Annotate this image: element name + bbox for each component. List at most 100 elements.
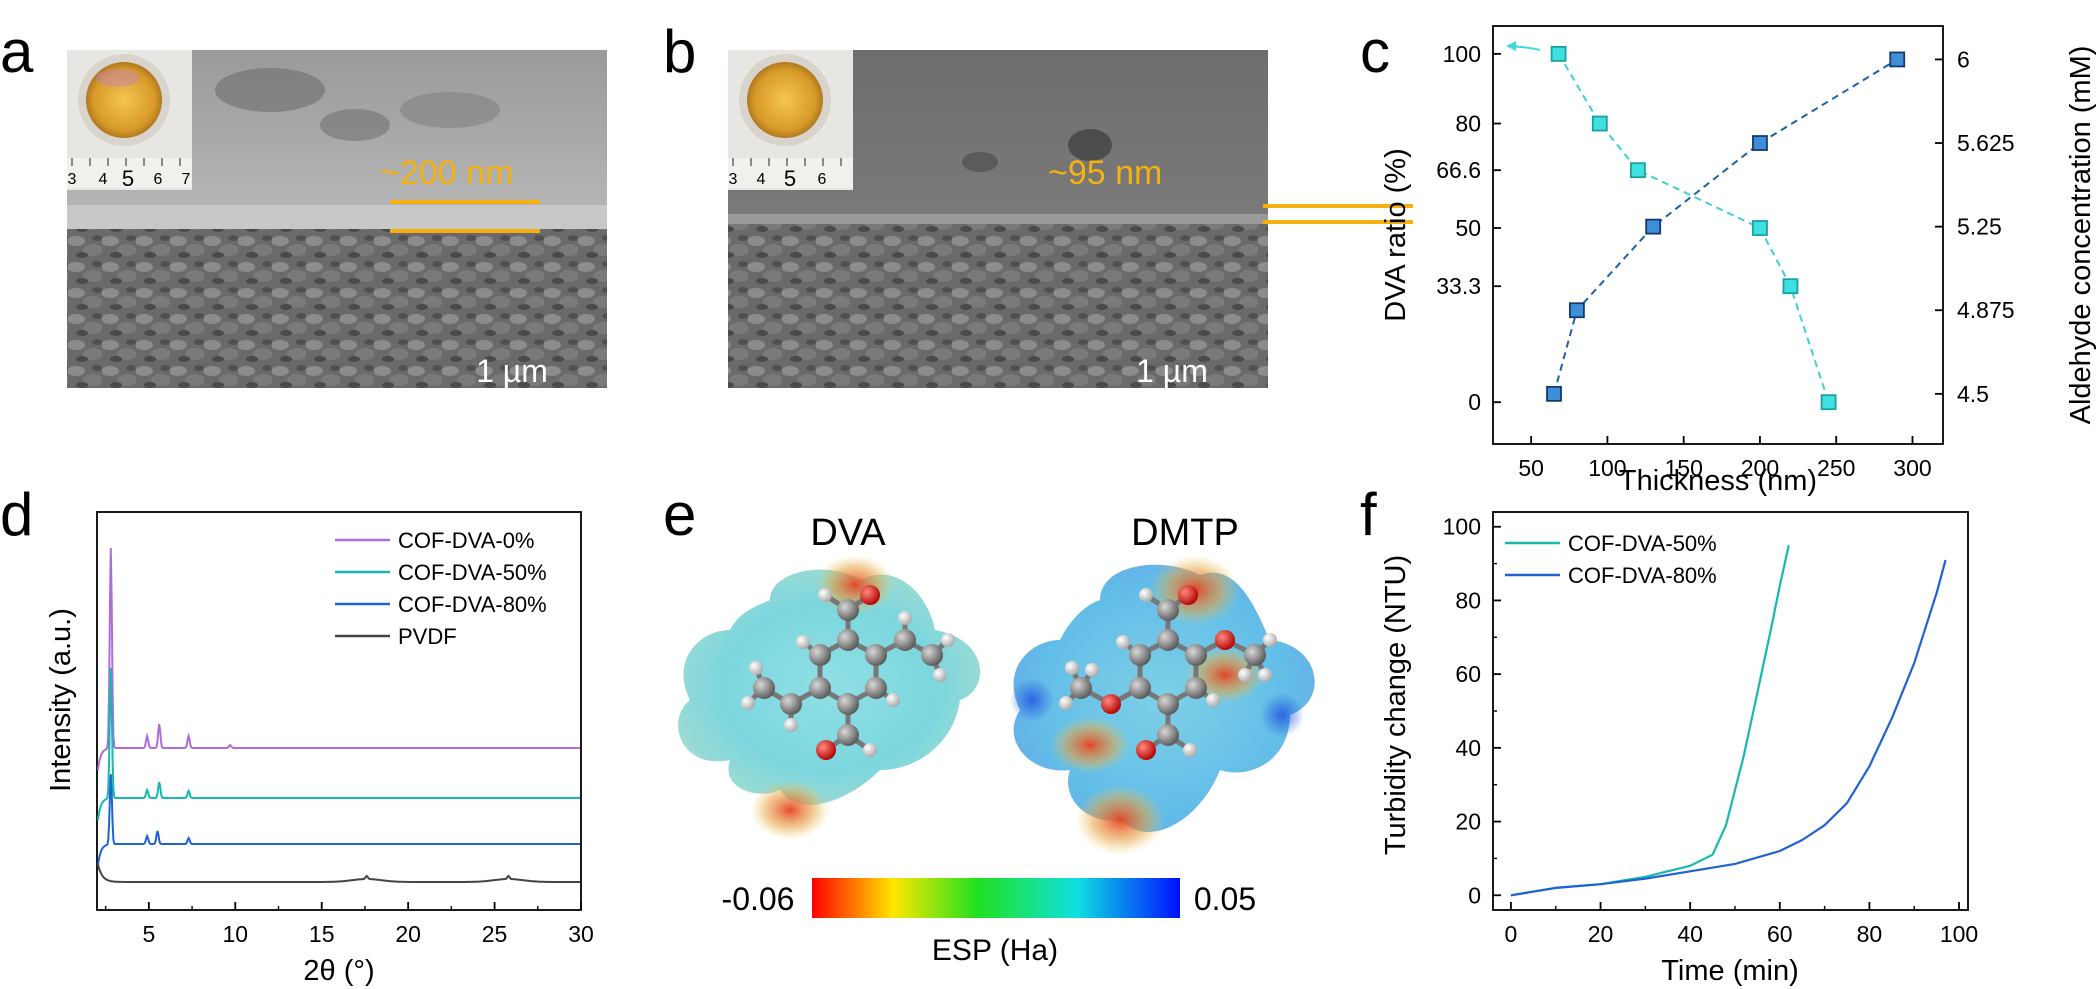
scale-label-a: 1 µm: [476, 353, 548, 389]
ruler-ticks: [71, 158, 181, 166]
membrane-disk: [747, 62, 823, 138]
x-tick-label-f: 100: [1940, 921, 1978, 947]
ruler-number: 7: [182, 171, 191, 188]
x-tick-label-c: 300: [1893, 455, 1931, 481]
panel-label-f: f: [1360, 481, 1377, 548]
y2-tick-label-c: 5.25: [1957, 214, 2002, 240]
series-line-d: [96, 774, 581, 867]
data-point-c: [1752, 220, 1768, 236]
data-point-c: [1645, 218, 1662, 235]
membrane-edge-b: [728, 214, 1268, 224]
ylabel-c: DVA ratio (%): [1380, 148, 1412, 322]
series-line-f: [1510, 544, 1790, 897]
y-tick-label-f: 40: [1455, 735, 1481, 761]
panel-c: c 50 100 150 200 250 300 0 33.3 50 66.6 80 100 4.5 4.…: [1360, 18, 2097, 497]
ylabel-f: Turbidity change (NTU): [1380, 555, 1412, 855]
legend-label-d: COF-DVA-80%: [398, 592, 547, 617]
data-point-c: [1550, 45, 1567, 62]
y-tick-label-c: 0: [1468, 389, 1481, 415]
data-point-c: [1546, 385, 1562, 402]
data-point-c: [1820, 394, 1837, 411]
molecule-name-dva: DVA: [810, 512, 886, 554]
xlabel-d: 2θ (°): [303, 955, 374, 987]
data-point-c: [1782, 278, 1799, 295]
series-line-f: [1510, 559, 1947, 897]
panel-label-a: a: [0, 18, 34, 85]
ruler: [728, 158, 853, 188]
ruler: [67, 158, 192, 188]
xlabel-f: Time (min): [1661, 955, 1798, 987]
legend-label-d: PVDF: [398, 624, 457, 649]
thickness-label-a: ~200 nm: [380, 154, 513, 192]
sem-feature: [400, 92, 500, 128]
x-tick-label-c: 50: [1518, 455, 1544, 481]
x-tick-label-c: 150: [1664, 455, 1702, 481]
plot-frame-f: [1492, 511, 1969, 911]
y-tick-label-f: 0: [1468, 882, 1481, 908]
y-tick-label-c: 50: [1455, 215, 1481, 241]
y-tick-label-c: 33.3: [1436, 273, 1481, 299]
colorbar-label: ESP (Ha): [932, 934, 1058, 967]
x-tick-label-d: 25: [482, 921, 508, 947]
marks-d: [96, 548, 581, 883]
panel-a: a 3 4 5 6 7 ~200 nm 1 µm: [0, 18, 607, 407]
x-tick-label-f: 20: [1588, 921, 1614, 947]
atoms-dmtp: [1059, 585, 1277, 760]
x-tick-label-f: 60: [1767, 921, 1793, 947]
xlabel-c: Thickness (nm): [1619, 465, 1817, 497]
axis-indicator-arrowhead: [1506, 41, 1516, 51]
series-line-d: [96, 548, 581, 771]
y-tick-label-f: 80: [1455, 587, 1481, 613]
series-line-c: [1553, 58, 1898, 395]
legend-label-f: COF-DVA-80%: [1568, 563, 1717, 588]
x-tick-label-d: 10: [222, 921, 248, 947]
legend-d: COF-DVA-0% COF-DVA-50% COF-DVA-80% PVDF: [335, 528, 547, 649]
colorbar-min: -0.06: [722, 881, 795, 917]
series-line-d: [96, 668, 581, 821]
y2label-c: Aldehyde concentration (mM): [2065, 46, 2097, 425]
panel-label-e: e: [663, 481, 696, 548]
marks-f: [1510, 544, 1947, 897]
colorbar-max: 0.05: [1194, 881, 1256, 917]
x-tick-label-c: 250: [1817, 455, 1855, 481]
ruler-number: 5: [784, 166, 796, 191]
y2-tick-label-c: 6: [1957, 46, 1970, 72]
y-tick-label-c: 80: [1455, 111, 1481, 137]
data-point-c: [1568, 302, 1585, 319]
sem-feature: [1068, 129, 1112, 161]
series-line-d: [96, 863, 581, 883]
ylabel-d: Intensity (a.u.): [45, 608, 77, 792]
ruler-ticks: [732, 158, 842, 166]
x-tick-label-d: 20: [395, 921, 421, 947]
disk-reflection: [96, 69, 140, 87]
sem-feature: [215, 68, 325, 112]
ruler-number: 3: [68, 171, 77, 188]
x-tick-label-c: 200: [1741, 455, 1779, 481]
panel-b: b 3 4 5 6 ~95 nm 1 µm: [663, 18, 1413, 407]
panel-d: d 5 10 15 20 25 30 COF-DVA-0%COF-DVA-50%COF-D…: [0, 481, 594, 987]
axes-c: 50 100 150 200 250 300 0 33.3 50 66.6 80 100 4.5 4.87…: [1436, 41, 2014, 481]
data-point-c: [1630, 162, 1646, 179]
ruler-number: 6: [154, 171, 163, 188]
esp-colorbar: [812, 878, 1180, 918]
thickness-label-b: ~95 nm: [1048, 154, 1162, 192]
ruler-number: 5: [122, 166, 134, 191]
y-tick-label-f: 100: [1443, 514, 1481, 540]
y-tick-label-c: 100: [1443, 41, 1481, 67]
legend-label-d: COF-DVA-50%: [398, 560, 547, 585]
sem-feature: [320, 109, 390, 141]
x-tick-label-d: 5: [142, 921, 155, 947]
ruler-number: 6: [818, 171, 827, 188]
panel-e: e DVA DMTP: [663, 481, 1315, 967]
data-point-c: [1889, 51, 1906, 68]
plot-frame-d: [96, 511, 582, 911]
x-tick-label-f: 40: [1677, 921, 1703, 947]
y-tick-label-f: 60: [1455, 661, 1481, 687]
panel-label-d: d: [0, 481, 33, 548]
marks-c: [1546, 45, 1906, 411]
scale-label-b: 1 µm: [1136, 353, 1208, 389]
x-tick-label-f: 0: [1505, 921, 1518, 947]
series-line-c: [1557, 53, 1830, 403]
ruler-number: 4: [99, 171, 108, 188]
